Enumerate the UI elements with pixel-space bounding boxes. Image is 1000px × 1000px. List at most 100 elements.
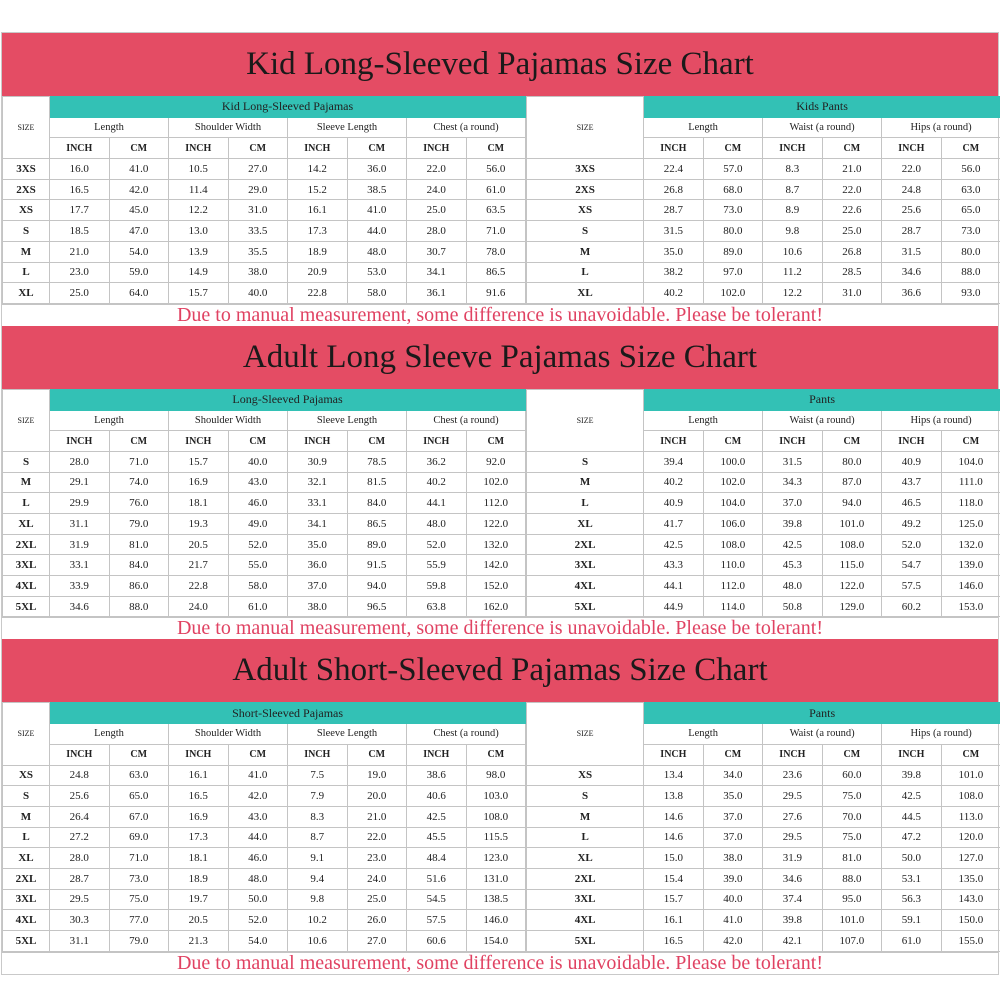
value-cell: 108.0	[940, 785, 1000, 807]
measure-row: Length Shoulder Width Sleeve Length Chest (…	[3, 723, 527, 745]
value-cell: 42.5	[762, 533, 823, 556]
unit-header: CM	[108, 430, 169, 452]
value-cell: 32.1	[287, 471, 348, 494]
value-cell: 39.8	[762, 909, 823, 931]
size-header: SIZE	[2, 702, 50, 766]
value-cell: 13.8	[643, 785, 704, 807]
unit-header: CM	[702, 137, 764, 160]
value-cell: 11.4	[168, 178, 229, 201]
measure-row: Length Waist (a round) Hips (a round)	[527, 409, 1000, 432]
value-cell: 146.0	[465, 909, 527, 931]
value-cell: 41.0	[346, 199, 407, 222]
measure-header: Length	[49, 116, 169, 139]
value-cell: 64.0	[108, 282, 169, 304]
value-cell: 16.1	[168, 764, 229, 787]
unit-header: CM	[227, 137, 288, 160]
value-cell: 53.1	[881, 867, 942, 890]
value-cell: 40.2	[643, 471, 704, 494]
value-cell: 48.0	[762, 575, 823, 597]
value-cell: 33.9	[49, 575, 110, 597]
value-cell: 61.0	[465, 178, 527, 201]
value-cell: 42.0	[702, 930, 764, 952]
value-cell: 71.0	[108, 450, 169, 473]
value-cell: 60.6	[406, 930, 467, 952]
value-cell: 15.2	[287, 178, 348, 201]
value-cell: 9.8	[762, 220, 823, 242]
value-cell: 22.6	[821, 199, 883, 222]
unit-header: INCH	[762, 430, 823, 452]
value-cell: 16.0	[49, 158, 110, 180]
value-cell: 37.0	[702, 826, 764, 849]
size-cell: M	[2, 240, 50, 263]
value-cell: 69.0	[108, 826, 169, 849]
measure-row: Length Shoulder Width Sleeve Length Chest (…	[3, 409, 527, 432]
unit-header: INCH	[643, 743, 704, 766]
value-cell: 86.0	[108, 575, 169, 597]
table-row: 5XL 34.6 88.0 24.0 61.0 38.0 96.5 63.8 162.0	[2, 595, 527, 618]
header-row: SIZE Kid Long-Sleeved Pajamas	[2, 95, 527, 160]
value-cell: 91.6	[465, 282, 527, 304]
value-cell: 14.6	[643, 805, 704, 828]
value-cell: 54.5	[406, 888, 467, 911]
value-cell: 38.6	[406, 764, 467, 787]
value-cell: 92.0	[465, 450, 527, 473]
table-row: 2XS 16.5 42.0 11.4 29.0 15.2 38.5 24.0 61.0	[2, 178, 527, 201]
value-cell: 40.0	[227, 450, 288, 473]
unit-header: INCH	[406, 430, 467, 452]
value-cell: 47.0	[108, 220, 169, 242]
value-cell: 42.5	[643, 533, 704, 556]
value-cell: 40.6	[406, 785, 467, 807]
group-header: Short-Sleeved Pajamas	[48, 702, 527, 725]
unit-header: CM	[702, 430, 764, 452]
value-cell: 27.0	[227, 158, 288, 180]
value-cell: 7.5	[287, 764, 348, 787]
value-cell: 42.0	[108, 178, 169, 201]
unit-header: INCH	[762, 137, 823, 160]
value-cell: 36.0	[346, 158, 407, 180]
size-cell: S	[526, 450, 645, 473]
value-cell: 42.5	[881, 785, 942, 807]
value-cell: 17.3	[168, 826, 229, 849]
measure-header: Shoulder Width	[168, 723, 288, 745]
value-cell: 102.0	[465, 471, 527, 494]
value-cell: 94.0	[346, 575, 407, 597]
unit-header: CM	[346, 137, 407, 160]
size-cell: XL	[2, 847, 50, 869]
measure-row: Length Waist (a round) Hips (a round)	[527, 723, 1000, 745]
value-cell: 37.0	[702, 805, 764, 828]
measure-header: Chest (a round)	[405, 409, 527, 432]
value-cell: 8.3	[762, 158, 823, 180]
value-cell: 36.2	[406, 450, 467, 473]
value-cell: 23.0	[49, 261, 110, 284]
value-cell: 24.0	[168, 595, 229, 618]
value-cell: 31.0	[821, 282, 883, 304]
unit-header: INCH	[168, 743, 229, 766]
unit-header: INCH	[287, 137, 348, 160]
value-cell: 95.0	[821, 888, 883, 911]
unit-header: CM	[465, 743, 527, 766]
value-cell: 34.6	[49, 595, 110, 618]
value-cell: 28.0	[49, 450, 110, 473]
unit-header: INCH	[287, 430, 348, 452]
value-cell: 78.0	[465, 240, 527, 263]
value-cell: 22.8	[168, 575, 229, 597]
size-cell: L	[2, 492, 50, 514]
value-cell: 122.0	[465, 513, 527, 535]
size-cell: S	[2, 785, 50, 807]
value-cell: 75.0	[108, 888, 169, 911]
value-cell: 20.0	[346, 785, 407, 807]
value-cell: 56.3	[881, 888, 942, 911]
value-cell: 40.9	[881, 450, 942, 473]
size-cell: L	[526, 261, 645, 284]
value-cell: 58.0	[227, 575, 288, 597]
top-size-table: SIZE Short-Sleeved Pajamas Length Shoulder …	[2, 702, 527, 952]
unit-header: CM	[346, 430, 407, 452]
value-cell: 44.5	[881, 805, 942, 828]
value-cell: 35.0	[702, 785, 764, 807]
value-cell: 38.0	[227, 261, 288, 284]
value-cell: 31.1	[49, 513, 110, 535]
group-header: Kids Pants	[643, 96, 1000, 118]
section-title: Adult Short-Sleeved Pajamas Size Chart	[2, 639, 998, 703]
size-cell: 2XL	[526, 867, 645, 890]
value-cell: 21.7	[168, 554, 229, 577]
